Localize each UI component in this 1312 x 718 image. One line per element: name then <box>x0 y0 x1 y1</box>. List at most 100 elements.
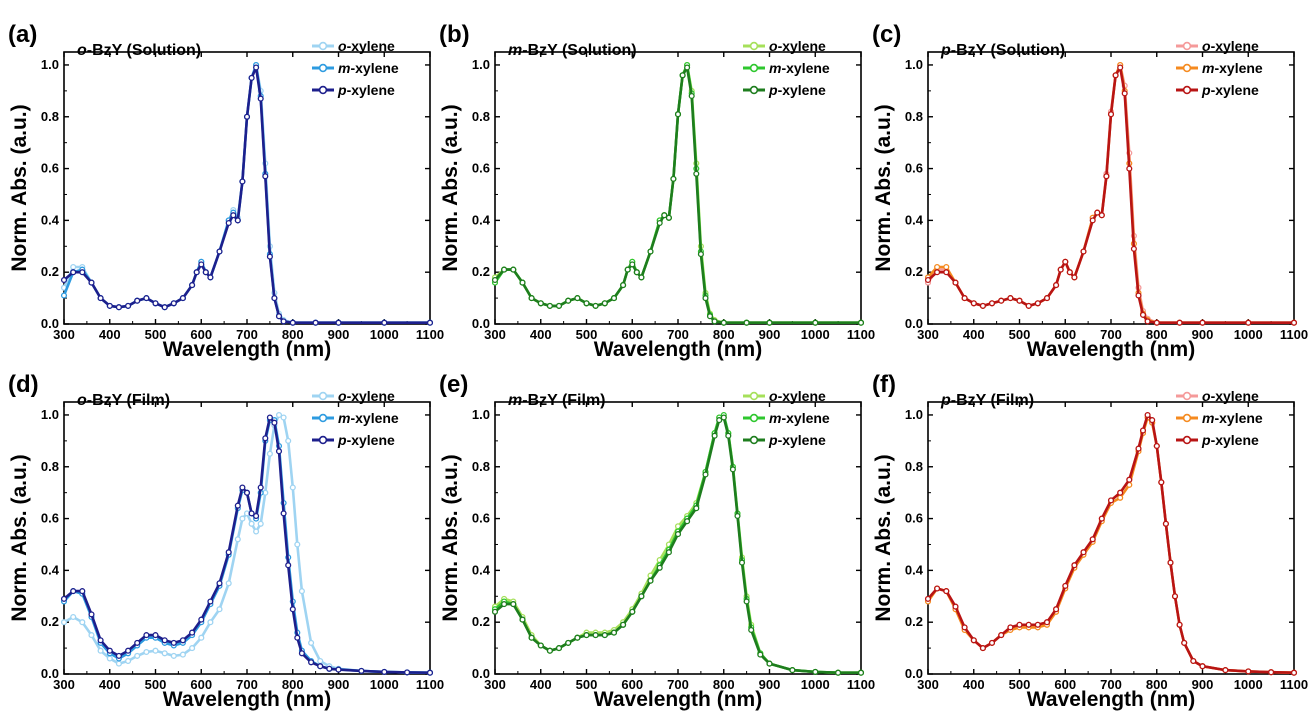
legend-entry: o-xylene <box>743 388 826 404</box>
x-tick-label: 900 <box>759 677 781 692</box>
data-point <box>693 170 700 177</box>
x-tick-label: 900 <box>1192 677 1214 692</box>
legend-entry: o-xylene <box>1176 388 1259 404</box>
data-point <box>934 263 941 271</box>
data-point <box>404 669 411 676</box>
panel-title: o-BzY (Film) <box>77 392 170 409</box>
x-tick-label: 700 <box>236 677 258 692</box>
legend-label: m-xylene <box>769 60 830 76</box>
data-point <box>97 295 104 302</box>
legend-label: o-xylene <box>338 388 395 404</box>
legend-label: m-xylene <box>338 410 399 426</box>
y-tick-label: 0.6 <box>41 511 59 526</box>
data-point <box>257 484 264 491</box>
data-point <box>60 595 68 602</box>
y-tick-label: 1.0 <box>41 407 59 422</box>
legend-label: o-xylene <box>769 388 826 404</box>
y-tick-label: 1.0 <box>41 57 59 72</box>
y-axis-label: Norm. Abs. (a.u.) <box>872 454 895 621</box>
data-point <box>674 111 682 118</box>
legend-marker <box>749 435 759 445</box>
data-point <box>253 528 260 535</box>
legend-label-rest: -xylene <box>778 82 826 98</box>
x-tick-label: 600 <box>621 327 643 342</box>
data-point <box>647 577 654 584</box>
data-point <box>239 178 246 185</box>
data-point <box>934 585 941 592</box>
x-axis-label: Wavelength (nm) <box>594 688 762 711</box>
data-point <box>298 650 305 657</box>
data-point <box>738 559 746 566</box>
panel-title-italic: m <box>508 392 522 409</box>
data-point <box>620 282 627 289</box>
data-point <box>234 217 241 224</box>
data-point <box>1098 515 1105 522</box>
data-point <box>1103 173 1110 180</box>
x-axis-label: Wavelength (nm) <box>1027 688 1195 711</box>
data-point <box>789 667 796 674</box>
panel-label: (a) <box>8 21 37 48</box>
data-point <box>70 263 77 271</box>
series-line <box>494 416 861 675</box>
x-axis-label: Wavelength (nm) <box>594 338 762 361</box>
legend-marker <box>318 391 328 401</box>
data-point <box>289 319 296 326</box>
series-p-xylene <box>924 411 1298 676</box>
data-point <box>1053 282 1060 289</box>
data-point <box>253 512 260 520</box>
legend-label: m-xylene <box>769 410 830 426</box>
data-point <box>970 300 977 307</box>
y-tick-label: 0.2 <box>41 614 59 629</box>
panel-label: (c) <box>872 21 901 48</box>
legend-label-rest: -xylene <box>350 410 398 426</box>
x-tick-label: 600 <box>621 677 643 692</box>
legend-marker <box>318 85 328 95</box>
y-tick-label: 0.0 <box>41 316 59 331</box>
panel-f: 300 400 500 600 700 800 900 1000 1100 0.0 0.2 0.4 0.… <box>872 371 1308 711</box>
y-tick-label: 0.2 <box>905 614 923 629</box>
legend-label-rest: -xylene <box>347 38 395 54</box>
panel-title: p-BzY (Film) <box>940 392 1034 409</box>
data-point <box>243 489 251 496</box>
data-point <box>134 652 141 659</box>
data-point <box>924 276 932 284</box>
data-point <box>381 319 388 326</box>
data-point <box>1007 295 1014 302</box>
legend-label: o-xylene <box>769 38 826 54</box>
series-line <box>63 66 430 325</box>
panel-title-rest: -BzY (Film) <box>87 392 170 409</box>
data-point <box>656 219 663 227</box>
series-p-xylene <box>491 414 865 676</box>
panel-title-italic: p <box>940 42 951 59</box>
legend-entry: o-xylene <box>312 38 395 54</box>
data-point <box>766 660 773 667</box>
data-point <box>230 212 237 219</box>
data-point <box>510 601 517 608</box>
legend-marker <box>749 41 759 51</box>
data-point <box>216 606 223 613</box>
data-point <box>152 300 159 307</box>
data-point <box>961 624 968 631</box>
y-tick-label: 0.8 <box>905 459 923 474</box>
y-tick-label: 0.0 <box>905 666 923 681</box>
data-point <box>633 269 640 276</box>
legend-entry: p-xylene <box>743 432 826 448</box>
data-point <box>1117 64 1124 71</box>
data-point <box>285 562 292 569</box>
data-point <box>924 595 932 602</box>
data-point <box>501 266 508 273</box>
y-tick-label: 0.2 <box>472 614 490 629</box>
legend-label-rest: -xylene <box>347 388 395 404</box>
x-tick-label: 1000 <box>1234 677 1263 692</box>
data-point <box>1062 258 1069 265</box>
data-point <box>294 541 301 548</box>
data-point <box>720 414 727 421</box>
data-point <box>1222 667 1229 674</box>
data-point <box>638 274 645 281</box>
data-point <box>1171 593 1179 600</box>
x-tick-label: 1000 <box>370 677 399 692</box>
legend-entry: p-xylene <box>1176 82 1259 98</box>
data-point <box>225 580 232 587</box>
x-tick-label: 600 <box>1054 677 1076 692</box>
data-point <box>60 292 68 299</box>
